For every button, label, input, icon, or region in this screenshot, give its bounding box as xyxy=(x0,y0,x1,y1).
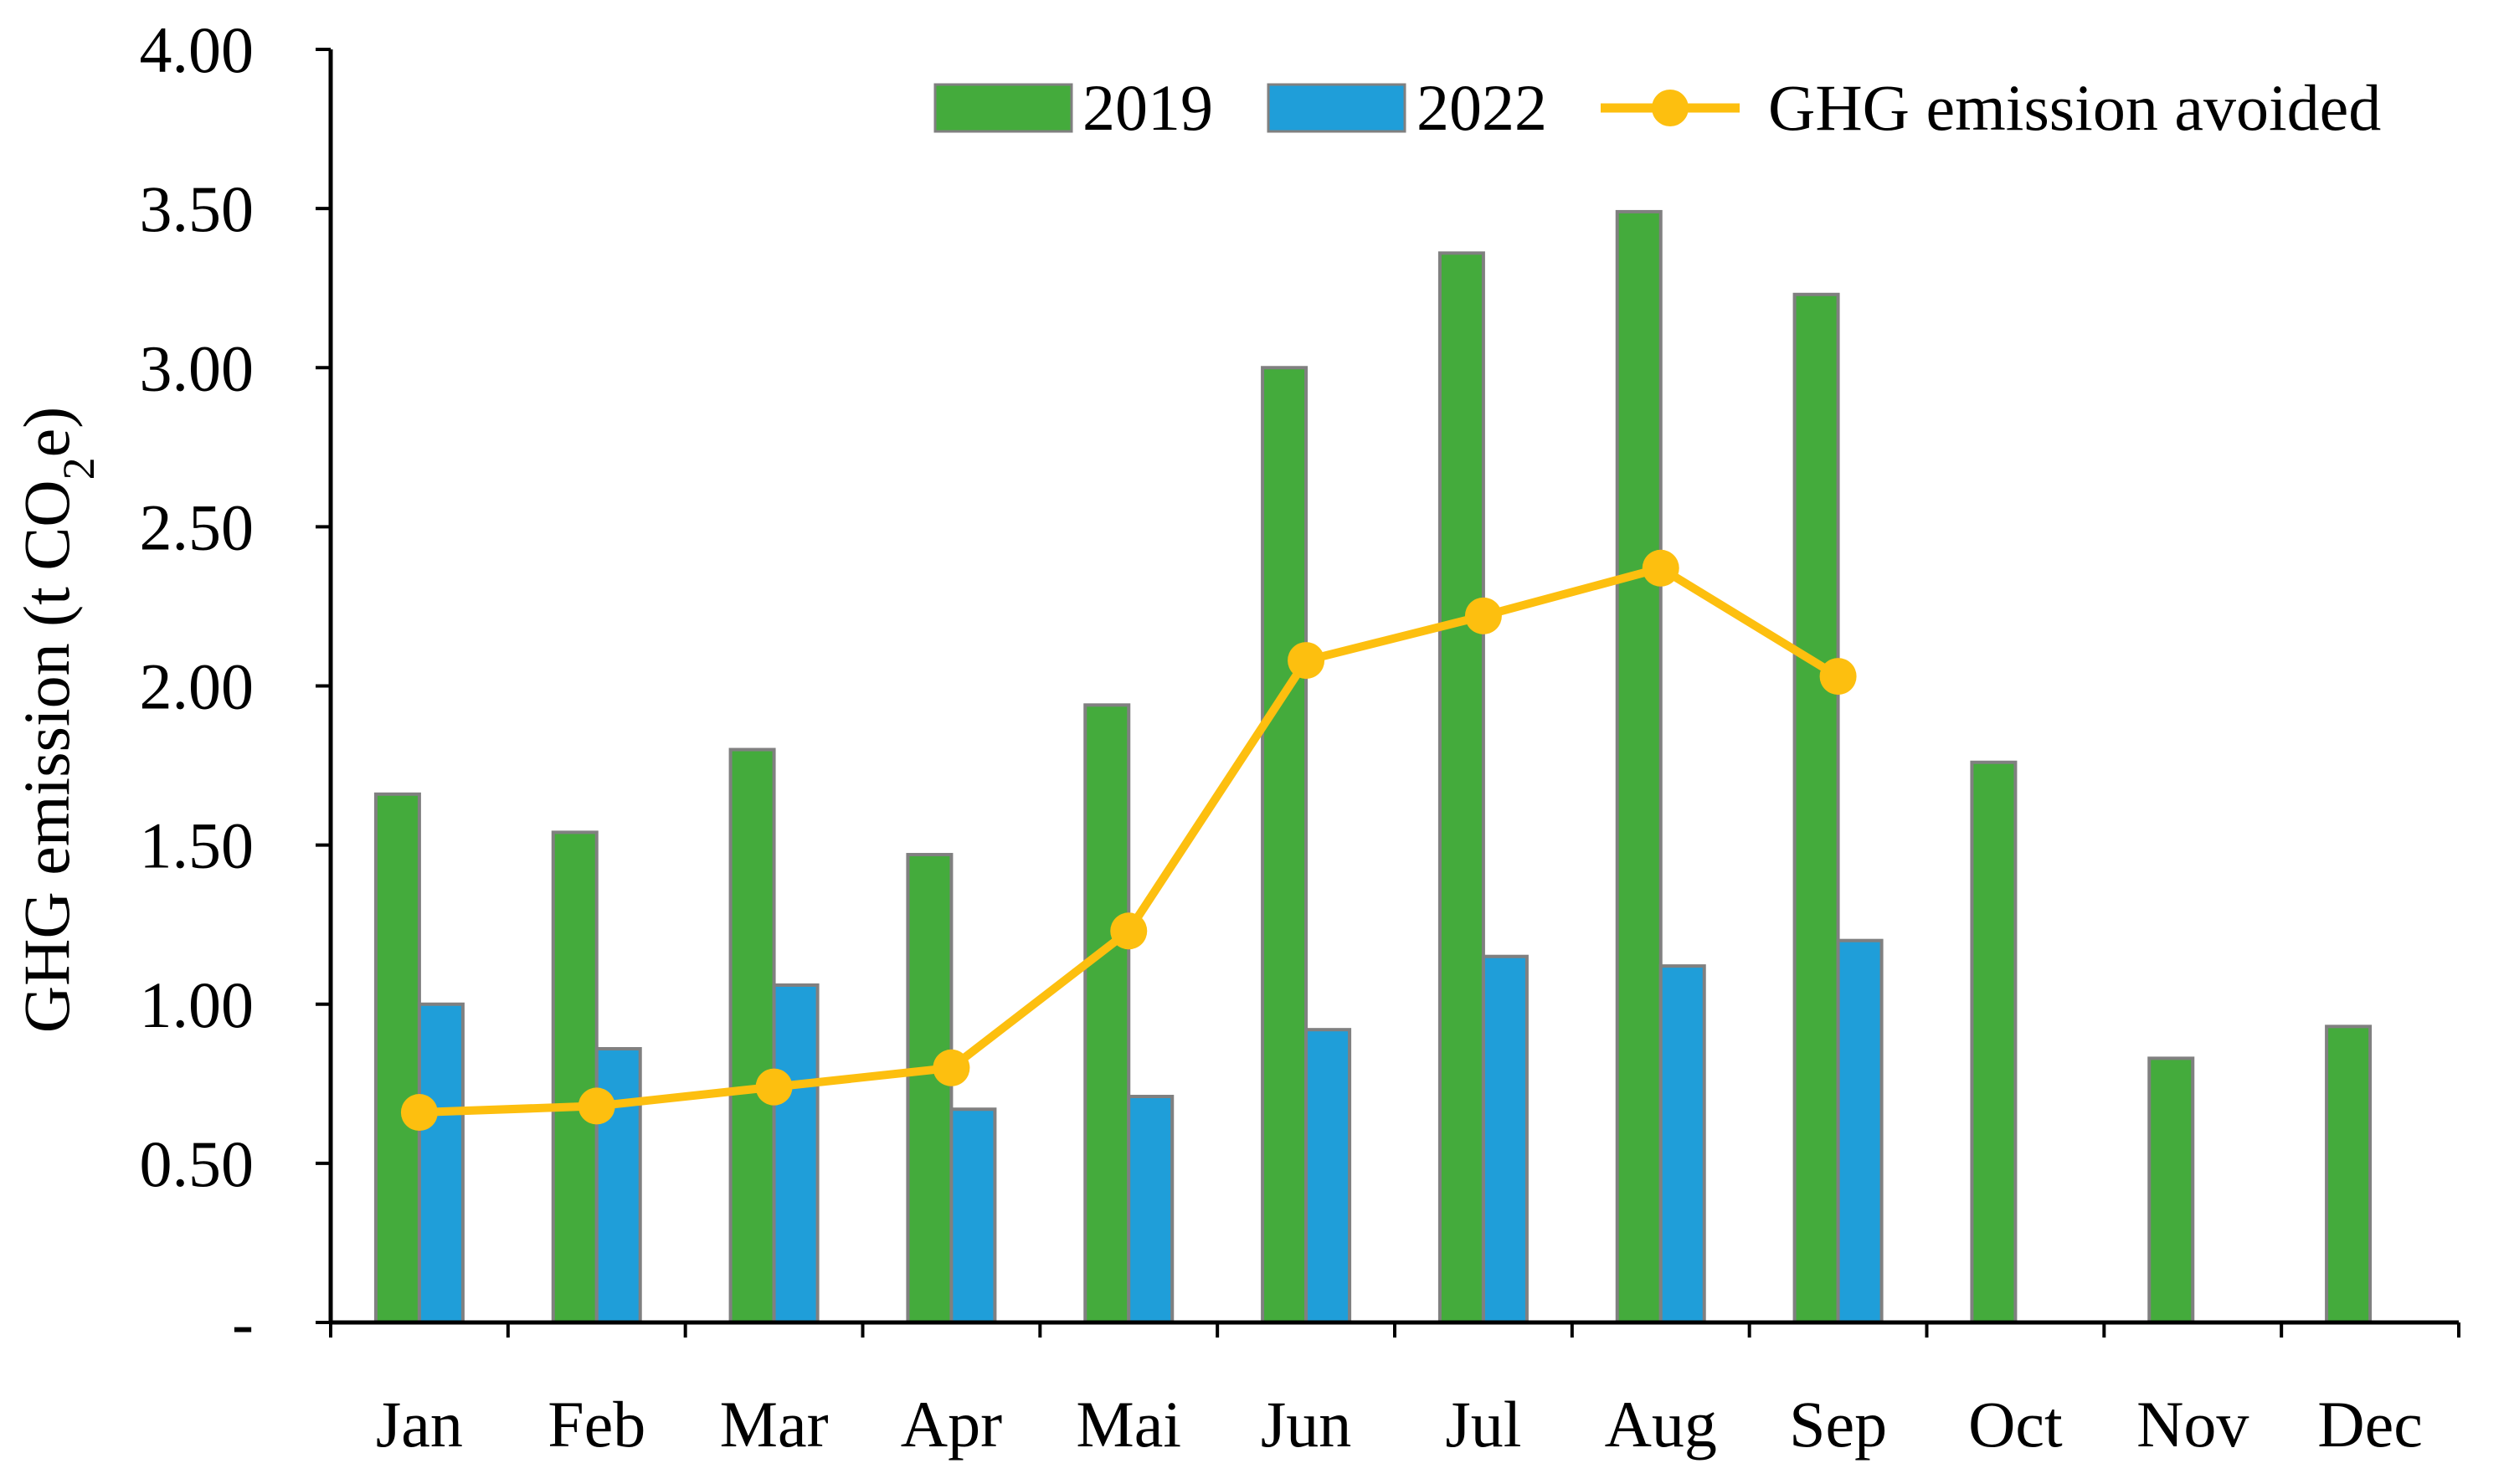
y-axis-title: GHG emission (t CO2e) xyxy=(10,407,104,1033)
bar-2019-jan xyxy=(373,792,421,1324)
y-axis-title-main: GHG emission (t CO xyxy=(10,480,83,1033)
y-tick-label: 2.50 xyxy=(140,490,254,563)
x-tick-label-nov: Nov xyxy=(2136,1388,2249,1461)
bar-2019-nov xyxy=(2147,1056,2195,1324)
y-axis-ticks: - 0.50 1.00 1.50 2.00 2.50 3.00 3.50 4.00 xyxy=(140,13,331,1359)
y-tick-label: 1.00 xyxy=(140,968,254,1041)
avoided-point-jun xyxy=(1288,642,1325,680)
x-tick-label-sep: Sep xyxy=(1789,1388,1887,1461)
avoided-point-apr xyxy=(933,1049,970,1086)
y-tick-label: - xyxy=(232,1286,254,1359)
bar-2022-apr xyxy=(949,1107,997,1325)
y-tick-label: 3.00 xyxy=(140,331,254,404)
x-tick-label-oct: Oct xyxy=(1968,1388,2063,1461)
bar-2019-jul xyxy=(1437,251,1485,1324)
bar-2022-mai xyxy=(1127,1095,1175,1324)
y-axis-title-subscript: 2 xyxy=(54,457,104,480)
x-tick-label-mai: Mai xyxy=(1076,1388,1181,1461)
legend: 2019 2022 GHG emission avoided xyxy=(933,71,2381,144)
x-tick-label-feb: Feb xyxy=(548,1388,645,1461)
bar-2022-jun xyxy=(1304,1028,1352,1325)
x-tick-label-apr: Apr xyxy=(901,1388,1002,1461)
bar-2022-aug xyxy=(1658,964,1706,1324)
y-tick-label: 0.50 xyxy=(140,1127,254,1200)
y-tick-label: 1.50 xyxy=(140,809,254,882)
legend-label-avoided: GHG emission avoided xyxy=(1768,71,2381,144)
x-tick-label-dec: Dec xyxy=(2317,1388,2423,1461)
bar-2019-mar xyxy=(728,747,776,1324)
avoided-point-aug xyxy=(1642,549,1679,587)
avoided-point-jul xyxy=(1464,597,1502,634)
bar-2022-sep xyxy=(1836,938,1884,1324)
bars-group xyxy=(373,209,2373,1325)
x-tick-label-jan: Jan xyxy=(376,1388,463,1461)
bar-2019-jun xyxy=(1261,366,1308,1324)
legend-label-2019: 2019 xyxy=(1082,71,1213,144)
y-tick-label: 2.00 xyxy=(140,650,254,723)
x-axis-ticks: Jan Feb Mar Apr Mai Jun Jul Aug Sep Oct Nov Dec xyxy=(329,1322,2460,1461)
axes-group xyxy=(328,49,2459,1325)
bar-2019-mai xyxy=(1083,703,1131,1324)
bar-2019-sep xyxy=(1792,292,1840,1325)
x-tick-label-aug: Aug xyxy=(1605,1388,1717,1461)
bar-2019-aug xyxy=(1615,209,1663,1325)
bar-2019-apr xyxy=(906,853,954,1324)
x-tick-label-mar: Mar xyxy=(720,1388,829,1461)
avoided-point-jan xyxy=(400,1094,438,1132)
y-axis-title-end: e) xyxy=(10,407,83,458)
legend-swatch-2019 xyxy=(933,83,1073,133)
bar-2022-jan xyxy=(417,1002,465,1324)
bar-2019-dec xyxy=(2325,1024,2373,1325)
avoided-point-feb xyxy=(578,1087,615,1125)
bar-2019-oct xyxy=(1970,760,2018,1324)
bar-2022-mar xyxy=(772,983,820,1325)
x-tick-label-jul: Jul xyxy=(1445,1388,1521,1461)
legend-label-2022: 2022 xyxy=(1416,71,1547,144)
avoided-point-sep xyxy=(1819,658,1857,696)
avoided-point-mar xyxy=(755,1068,793,1106)
legend-marker-avoided xyxy=(1652,90,1689,126)
avoided-line-group xyxy=(400,549,1857,1132)
y-tick-label: 3.50 xyxy=(140,172,254,245)
bar-2019-feb xyxy=(551,830,599,1324)
avoided-point-mai xyxy=(1110,912,1148,950)
y-tick-label: 4.00 xyxy=(140,13,254,86)
legend-swatch-2022 xyxy=(1267,83,1406,133)
x-tick-label-jun: Jun xyxy=(1261,1388,1351,1461)
bar-2022-jul xyxy=(1481,954,1529,1325)
